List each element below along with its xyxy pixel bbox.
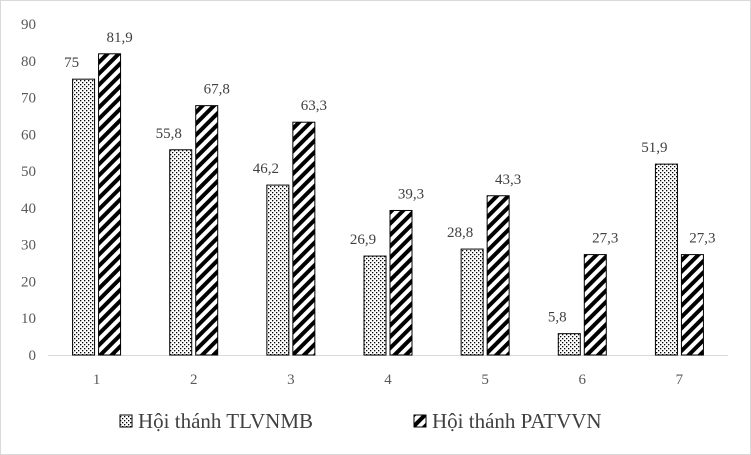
data-label: 75 [64, 55, 79, 71]
y-tick-label: 90 [21, 17, 36, 33]
x-tick-label: 7 [676, 372, 684, 388]
x-tick-label: 1 [93, 372, 101, 388]
bar-tlvnmb [363, 255, 387, 356]
bar-tlvnmb [654, 163, 678, 356]
legend-swatch-tlvnmb [119, 414, 133, 428]
bar-patvvn [680, 254, 704, 356]
y-tick-label: 20 [21, 274, 36, 290]
data-label: 27,3 [689, 231, 715, 247]
bar-patvvn [389, 209, 413, 356]
data-label: 46,2 [253, 161, 279, 177]
data-label: 43,3 [495, 172, 521, 188]
legend-swatch-patvvn [413, 414, 427, 428]
legend-label-patvvn: Hội thánh PATVVN [432, 409, 602, 433]
bar-tlvnmb [169, 149, 193, 356]
bar-tlvnmb [72, 78, 96, 356]
bar-patvvn [195, 105, 219, 356]
y-tick-label: 10 [21, 311, 36, 327]
data-label: 63,3 [301, 98, 327, 114]
bar-tlvnmb [557, 333, 581, 356]
y-tick-label: 40 [21, 201, 36, 217]
y-tick-label: 30 [21, 238, 36, 254]
bar-patvvn [486, 195, 510, 356]
y-tick-label: 0 [29, 348, 37, 364]
data-label: 27,3 [592, 231, 618, 247]
x-tick-label: 6 [579, 372, 587, 388]
data-label: 51,9 [641, 140, 667, 156]
bar-patvvn [98, 53, 122, 356]
bar-patvvn [583, 254, 607, 356]
legend-label-tlvnmb: Hội thánh TLVNMB [138, 409, 313, 433]
data-label: 81,9 [106, 30, 132, 46]
bar-tlvnmb [266, 184, 290, 356]
data-label: 39,3 [398, 186, 424, 202]
data-label: 67,8 [204, 82, 230, 98]
data-label: 55,8 [156, 126, 182, 142]
data-label: 26,9 [350, 232, 376, 248]
y-tick-label: 60 [21, 127, 36, 143]
legend: Hội thánh TLVNMB Hội thánh PATVVN [119, 409, 602, 433]
data-label: 5,8 [548, 310, 567, 326]
data-labels-layer: 75 81,9 55,8 67,8 46,2 63,3 26,9 39,3 28,8 43,3 5,… [64, 30, 715, 326]
bar-patvvn [292, 121, 316, 356]
y-tick-label: 70 [21, 91, 36, 107]
x-tick-label: 4 [384, 372, 392, 388]
x-tick-label: 3 [287, 372, 295, 388]
y-tick-label: 80 [21, 54, 36, 70]
x-tick-label: 2 [190, 372, 198, 388]
axis-layer: 0 10 20 30 40 50 60 70 80 90 1 2 3 4 5 6 7 [21, 17, 728, 388]
bar-tlvnmb [460, 248, 484, 356]
bars-layer [72, 53, 704, 356]
data-label: 28,8 [447, 225, 473, 241]
y-tick-label: 50 [21, 164, 36, 180]
x-tick-label: 5 [481, 372, 489, 388]
